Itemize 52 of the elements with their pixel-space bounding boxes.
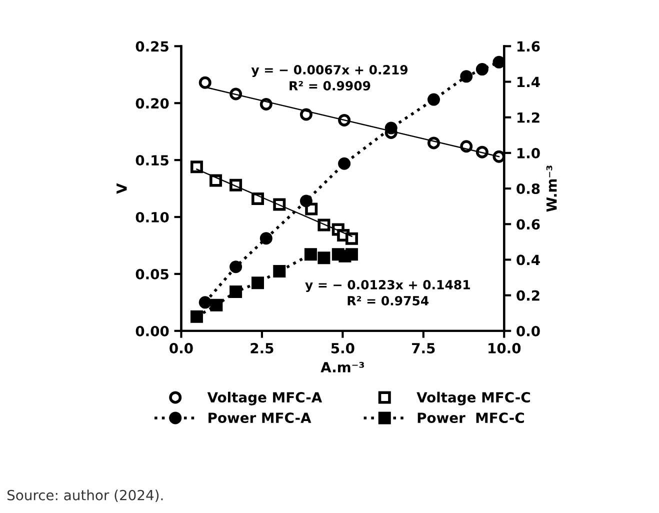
point [300,194,312,208]
y2-tick-label: 0.8 [516,183,540,194]
y2-tick-label: 1.0 [518,148,540,158]
point [460,70,473,83]
legend-label: Voltage MFC-A [207,392,322,406]
point [273,265,286,278]
point [427,93,440,106]
y2-tick-label: 0.6 [516,219,540,230]
y-tick-label: 0.10 [136,212,169,222]
point [198,296,212,309]
legend-label: Power MFC-A [208,412,312,424]
y-tick-label: 0.20 [136,98,169,109]
x-tick-label: 10.0 [488,342,521,354]
y2-tick-label: 1.2 [518,112,540,123]
annotation: y = − 0.0067x + 0.219 R² = 0.9909 [251,65,408,90]
y2-axis-title: W.m⁻³ [546,166,557,212]
y-tick-label: 0.25 [136,41,168,52]
point [492,56,504,68]
legend-label: Power MFC-C [418,412,524,424]
point [304,248,317,261]
annotation: y = − 0.0123x + 0.1481 R² = 0.9754 [305,280,470,306]
legend-label: Voltage MFC-C [416,392,530,406]
y2-tick-label: 0.4 [516,254,540,266]
point [210,298,223,312]
y-tick-label: 0.15 [136,155,168,166]
y-tick-label: 0.05 [136,268,168,280]
x-axis-title: A.m⁻³ [320,362,364,372]
y-tick-label: 0.00 [136,326,169,336]
point [338,157,351,170]
point [230,285,242,298]
point [190,160,203,174]
y-axis-title: V [116,183,127,194]
x-tick-label: 0.0 [170,342,193,354]
point [476,63,488,76]
x-tick-label: 2.5 [250,342,274,354]
y2-tick-label: 1.6 [518,41,540,52]
y2-tick-label: 0.0 [516,326,540,336]
y2-tick-label: 1.4 [518,76,540,88]
point [318,252,330,264]
y2-tick-label: 0.2 [516,290,540,301]
point [190,310,203,323]
point [384,122,398,134]
point [345,232,358,245]
x-tick-label: 5.0 [331,342,354,354]
point [492,150,504,163]
point [345,248,358,261]
point [198,76,212,89]
point [260,232,272,245]
point [230,260,242,274]
source-note: Source: author (2024). [8,490,163,502]
point [252,276,264,290]
x-tick-label: 7.5 [412,343,435,354]
